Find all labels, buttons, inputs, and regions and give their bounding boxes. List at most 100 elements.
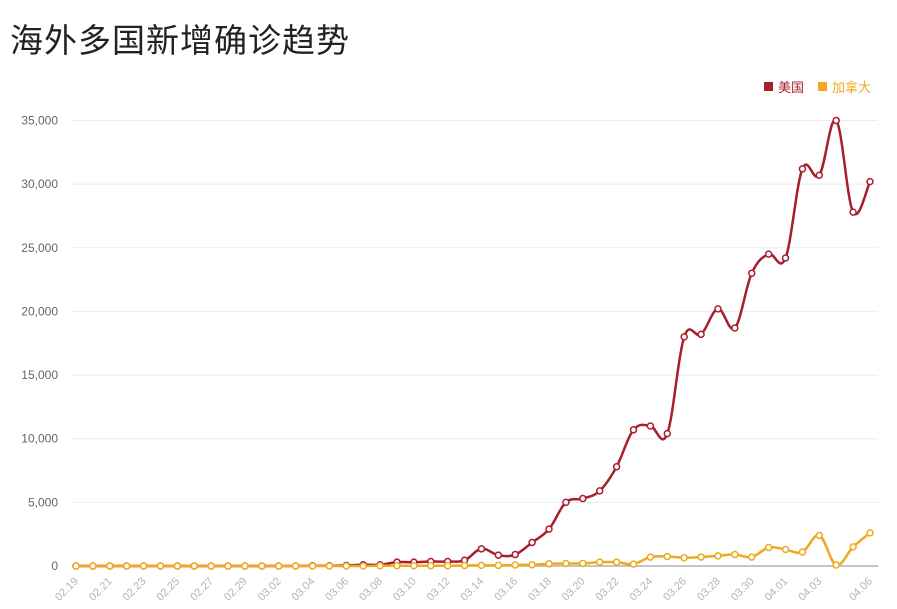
- data-point-us: [629, 426, 638, 434]
- legend-label-us: 美国: [777, 81, 804, 96]
- data-point-canada: [612, 558, 621, 566]
- x-tick-label: 03.28: [695, 575, 723, 603]
- data-point-us: [680, 333, 688, 341]
- data-point-canada: [122, 562, 131, 570]
- data-point-canada: [207, 562, 215, 570]
- data-point-us: [781, 254, 790, 262]
- data-point-us: [663, 429, 672, 438]
- y-tick-label: 30,000: [21, 177, 58, 191]
- data-point-canada: [190, 562, 199, 570]
- data-point-canada: [477, 561, 486, 570]
- x-tick-label: 03.14: [458, 575, 486, 603]
- x-tick-label: 03.22: [594, 575, 622, 603]
- data-point-canada: [258, 562, 266, 570]
- data-point-canada: [410, 561, 418, 570]
- x-tick-label: 03.02: [256, 575, 284, 603]
- data-point-canada: [359, 562, 367, 570]
- x-tick-label: 04.03: [796, 575, 824, 603]
- data-point-canada: [545, 559, 553, 568]
- data-point-canada: [241, 562, 249, 570]
- data-point-us: [612, 462, 621, 471]
- data-point-canada: [849, 543, 857, 551]
- x-tick-label: 04.01: [763, 575, 791, 603]
- data-point-canada: [443, 561, 452, 570]
- x-tick-label: 03.16: [492, 575, 520, 603]
- data-point-canada: [72, 562, 80, 570]
- y-tick-label: 5,000: [28, 495, 58, 509]
- legend-swatch-us: [763, 82, 773, 91]
- x-tick-label: 03.26: [661, 575, 689, 603]
- data-point-canada: [224, 562, 232, 570]
- data-point-canada: [595, 558, 604, 566]
- y-tick-label: 10,000: [21, 432, 58, 446]
- series-line-canada: [74, 531, 872, 568]
- x-tick-label: 02.27: [188, 575, 216, 603]
- x-axis: 02.19 02.21 02.23 02.25 02.27 02.29 03.02 03.04…: [53, 575, 875, 603]
- x-tick-label: 02.29: [222, 575, 250, 603]
- x-tick-label: 03.10: [391, 575, 419, 603]
- legend-item-canada[interactable]: 加拿大: [817, 77, 871, 96]
- y-tick-label: 25,000: [21, 241, 58, 255]
- legend-swatch-canada: [817, 82, 827, 91]
- data-point-canada: [747, 553, 756, 561]
- y-tick-label: 20,000: [21, 304, 58, 318]
- data-point-canada: [89, 562, 97, 570]
- data-point-us: [494, 551, 503, 559]
- data-point-canada: [646, 553, 655, 561]
- x-tick-label: 03.20: [560, 575, 588, 603]
- data-point-canada: [274, 562, 283, 570]
- x-tick-label: 02.19: [53, 575, 81, 603]
- data-point-canada: [325, 562, 334, 570]
- data-point-us: [562, 498, 570, 507]
- y-tick-label: 15,000: [21, 368, 58, 382]
- data-point-canada: [579, 559, 587, 568]
- data-point-us: [747, 269, 756, 277]
- data-point-canada: [308, 562, 317, 570]
- data-point-canada: [460, 561, 469, 570]
- data-point-canada: [781, 545, 790, 554]
- legend-label-canada: 加拿大: [831, 81, 871, 96]
- legend-item-us[interactable]: 美国: [763, 77, 804, 96]
- y-axis: 0 5,000 10,000 15,000 20,000 25,000 30,000 35,0…: [21, 114, 878, 573]
- x-tick-label: 03.12: [425, 575, 453, 603]
- x-tick-label: 03.08: [357, 575, 385, 603]
- data-point-canada: [106, 562, 114, 570]
- data-point-us: [866, 177, 874, 186]
- data-point-canada: [562, 559, 570, 568]
- data-point-canada: [528, 560, 536, 569]
- data-point-canada: [342, 562, 351, 570]
- chart-title: 海外多国新增确诊趋势: [10, 21, 350, 60]
- data-point-canada: [731, 550, 739, 559]
- data-point-us: [477, 545, 486, 553]
- x-tick-label: 02.21: [87, 575, 115, 603]
- data-point-canada: [663, 552, 672, 561]
- series-group: [72, 116, 874, 570]
- data-point-canada: [764, 543, 773, 552]
- data-point-us: [731, 324, 739, 332]
- series-line-us: [74, 119, 872, 568]
- x-tick-label: 02.25: [154, 575, 182, 603]
- legend: 美国 加拿大: [763, 77, 871, 96]
- data-point-canada: [629, 560, 638, 568]
- y-tick-label: 35,000: [21, 114, 58, 128]
- data-point-canada: [511, 561, 519, 569]
- data-point-us: [815, 171, 824, 179]
- x-tick-label: 03.24: [627, 575, 655, 603]
- data-point-canada: [680, 553, 688, 562]
- data-point-canada: [815, 531, 824, 540]
- x-tick-label: 03.30: [729, 575, 757, 603]
- data-point-us: [832, 116, 840, 125]
- data-point-canada: [798, 548, 807, 556]
- data-point-us: [764, 250, 773, 258]
- y-tick-label: 0: [51, 559, 58, 573]
- data-point-us: [545, 525, 553, 533]
- data-point-us: [714, 305, 722, 313]
- data-point-canada: [832, 561, 840, 569]
- data-point-us: [511, 550, 519, 559]
- data-point-canada: [697, 553, 705, 561]
- grid-lines: [72, 120, 878, 503]
- data-point-canada: [173, 562, 182, 570]
- x-tick-label: 03.18: [526, 575, 554, 603]
- data-point-canada: [866, 529, 874, 537]
